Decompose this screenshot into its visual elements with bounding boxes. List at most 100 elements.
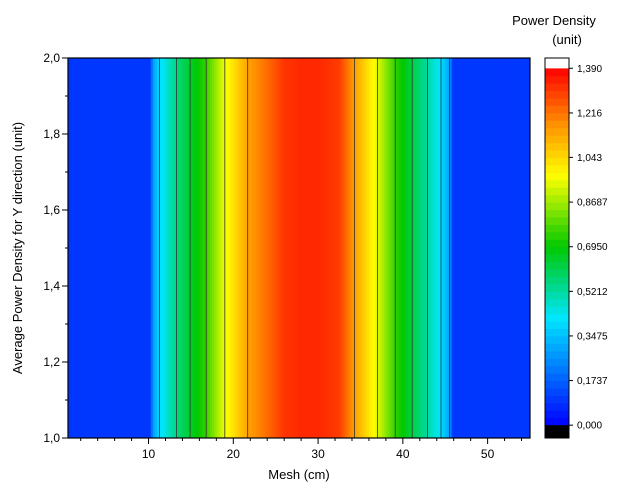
heatmap-strip — [337, 58, 340, 438]
heatmap-strip — [184, 58, 188, 438]
heatmap-strip — [114, 58, 118, 438]
heatmap-strip — [74, 58, 78, 438]
colorbar-tick-label: 0,8687 — [577, 198, 608, 209]
heatmap-strip — [68, 58, 71, 438]
heatmap-strip — [322, 58, 326, 438]
heatmap-strip — [468, 58, 472, 438]
heatmap-strip — [218, 58, 222, 438]
heatmap-strip — [434, 58, 438, 438]
colorbar: 0,000 0,1737 0,3475 0,5212 0,6950 0,8687 1,043… — [544, 57, 608, 439]
colorbar-segment — [545, 105, 569, 114]
heatmap-strip — [349, 58, 353, 438]
heatmap-strip — [500, 58, 504, 438]
heatmap-strip — [294, 58, 298, 438]
colorbar-segment — [545, 157, 569, 166]
x-axis: 10 20 30 40 50 — [80, 438, 523, 461]
heatmap-strip — [364, 58, 368, 438]
heatmap-strip — [203, 58, 207, 438]
colorbar-segment — [545, 276, 569, 285]
heatmap-strip — [216, 58, 220, 438]
heatmap-strip — [193, 58, 196, 438]
colorbar-tick-label: 0,1737 — [577, 376, 608, 387]
heatmap-strip — [335, 58, 338, 438]
heatmap-strip — [171, 58, 175, 438]
heatmap-strip — [381, 58, 385, 438]
x-tick-label: 40 — [396, 447, 410, 461]
heatmap-strip — [250, 58, 253, 438]
heatmap-strip — [299, 58, 302, 438]
heatmap-strip — [214, 58, 217, 438]
colorbar-segment — [545, 216, 569, 225]
heatmap-strip — [504, 58, 508, 438]
heatmap-strip — [375, 58, 379, 438]
heatmap-strip — [320, 58, 323, 438]
heatmap-strip — [453, 58, 457, 438]
x-axis-title: Mesh (cm) — [268, 467, 329, 482]
heatmap-strip — [519, 58, 523, 438]
colorbar-tick-label: 0,6950 — [577, 242, 608, 253]
heatmap-strip — [254, 58, 258, 438]
heatmap-strip — [125, 58, 128, 438]
colorbar-tick-label: 0,5212 — [577, 287, 608, 298]
heatmap-strip — [169, 58, 173, 438]
heatmap-strip — [82, 58, 86, 438]
heatmap-strip — [436, 58, 440, 438]
heatmap-strip — [483, 58, 487, 438]
heatmap-strip — [343, 58, 347, 438]
colorbar-segment — [545, 387, 569, 396]
colorbar-segment — [545, 209, 569, 218]
colorbar-tick-label: 1,043 — [577, 153, 602, 164]
heatmap-strip — [241, 58, 245, 438]
heatmap-strip — [481, 58, 484, 438]
heatmap-strip — [157, 58, 160, 438]
heatmap-strip — [233, 58, 237, 438]
heatmap-strip — [419, 58, 423, 438]
heatmap-strip — [324, 58, 328, 438]
x-tick-label: 50 — [481, 447, 495, 461]
y-axis: 1,0 1,2 1,4 1,6 1,8 2,0 — [43, 51, 68, 445]
heatmap-strip — [116, 58, 120, 438]
y-tick-label: 1,8 — [43, 127, 60, 141]
heatmap-fill — [68, 58, 530, 438]
heatmap-strip — [373, 58, 376, 438]
heatmap-strip — [394, 58, 398, 438]
heatmap-strip — [523, 58, 527, 438]
heatmap-strip — [120, 58, 124, 438]
heatmap-strip — [144, 58, 148, 438]
heatmap-strip — [220, 58, 224, 438]
heatmap-strip — [229, 58, 232, 438]
heatmap-strip — [510, 58, 514, 438]
colorbar-segment — [545, 380, 569, 389]
heatmap-strip — [345, 58, 349, 438]
y-axis-title: Average Power Density for Y direction (u… — [10, 122, 25, 374]
heatmap-strip — [385, 58, 389, 438]
heatmap-strip — [388, 58, 391, 438]
heatmap-strip — [173, 58, 177, 438]
colorbar-segment — [545, 68, 569, 77]
heatmap-strip — [80, 58, 84, 438]
heatmap-strip — [201, 58, 205, 438]
colorbar-segment — [545, 187, 569, 196]
x-tick-label: 30 — [311, 447, 325, 461]
heatmap-strip — [326, 58, 330, 438]
heatmap-strip — [525, 58, 529, 438]
heatmap-strip — [150, 58, 154, 438]
heatmap-strip — [460, 58, 463, 438]
heatmap-strip — [275, 58, 279, 438]
heatmap-strip — [313, 58, 317, 438]
heatmap-strip — [186, 58, 190, 438]
heatmap-strip — [307, 58, 311, 438]
colorbar-segment — [545, 246, 569, 255]
heatmap-strip — [368, 58, 372, 438]
heatmap-strip — [199, 58, 203, 438]
heatmap-strip — [209, 58, 213, 438]
colorbar-tick-label: 0,3475 — [577, 331, 608, 342]
colorbar-segment — [545, 410, 569, 419]
heatmap-strip — [305, 58, 309, 438]
colorbar-unit: (unit) — [552, 32, 582, 47]
heatmap-strip — [498, 58, 501, 438]
heatmap-strip — [127, 58, 131, 438]
heatmap-strip — [99, 58, 103, 438]
heatmap-strip — [508, 58, 512, 438]
